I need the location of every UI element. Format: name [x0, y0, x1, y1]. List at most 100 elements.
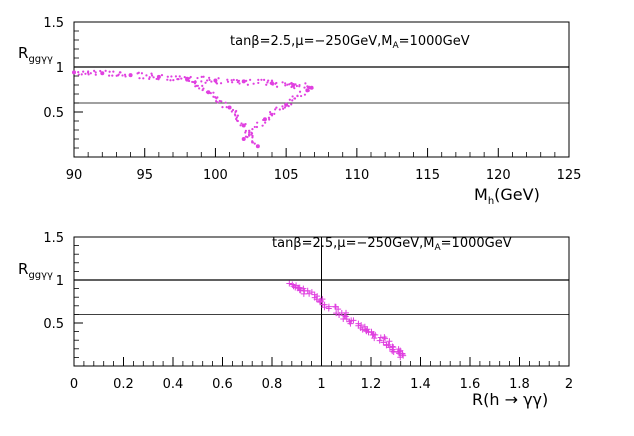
data-point [151, 74, 154, 77]
data-point [287, 105, 290, 108]
data-point [216, 101, 219, 104]
data-point [157, 78, 160, 81]
data-point [87, 70, 90, 73]
data-point [261, 124, 264, 127]
data-point [274, 82, 277, 85]
data-point [219, 82, 223, 85]
data-point [104, 69, 107, 72]
data-point [196, 84, 199, 87]
data-point [166, 78, 169, 81]
data-point [257, 78, 260, 81]
data-point [282, 107, 285, 110]
data-point [294, 83, 297, 86]
data-point [217, 77, 220, 80]
x-tick-label: 0.6 [212, 377, 233, 392]
data-point [242, 80, 245, 83]
data-point [202, 75, 205, 78]
data-point [202, 87, 205, 90]
data-point [304, 287, 311, 294]
x-tick-label: 1.2 [361, 377, 382, 392]
data-point [148, 77, 151, 81]
data-point [257, 81, 260, 85]
data-point [174, 75, 178, 78]
data-point [304, 82, 307, 85]
data-point [290, 103, 293, 106]
data-point [303, 86, 306, 89]
data-point [112, 70, 115, 73]
data-point [210, 80, 213, 83]
data-point [185, 77, 190, 82]
data-point [205, 79, 209, 82]
top-annotation: tanβ=2.5,μ=−250GeV,MA=1000GeV [230, 34, 470, 51]
data-point [204, 81, 207, 84]
data-point [335, 306, 342, 313]
data-point [300, 94, 303, 98]
data-point [77, 70, 80, 74]
data-point [212, 95, 215, 98]
data-point [270, 79, 274, 82]
data-point [230, 79, 233, 82]
data-point [267, 116, 271, 119]
data-point [275, 106, 278, 109]
x-tick-label: 125 [557, 168, 582, 183]
data-point [251, 128, 254, 131]
data-point [225, 106, 228, 109]
x-tick-label: 2 [565, 377, 573, 392]
data-point [239, 124, 242, 127]
data-point [307, 85, 311, 88]
data-point [233, 113, 237, 116]
data-point [248, 130, 251, 133]
x-tick-label: 115 [415, 168, 440, 183]
data-point [382, 335, 389, 342]
data-point [355, 320, 362, 327]
data-point [341, 312, 348, 319]
data-point [108, 70, 111, 73]
data-point [265, 83, 268, 86]
data-point [314, 293, 321, 300]
data-point [180, 77, 183, 80]
data-point [291, 99, 294, 102]
data-point [244, 122, 247, 126]
data-point [82, 70, 85, 73]
data-point [77, 73, 80, 76]
data-point [129, 74, 132, 78]
data-point [400, 352, 407, 359]
data-point [138, 77, 141, 80]
data-point [305, 88, 310, 93]
data-point [309, 85, 314, 90]
data-point [291, 83, 296, 87]
data-point [196, 76, 199, 80]
bottom-panel: 0 0.2 0.4 0.6 0.8 1 1.2 1.4 1.6 1.8 2 0.5 1 1.5 tanβ… [18, 231, 573, 409]
data-point [100, 71, 105, 76]
data-point [270, 112, 274, 115]
data-point [262, 117, 267, 122]
top-points [72, 69, 314, 149]
data-point [212, 91, 215, 94]
data-point [99, 69, 102, 73]
data-point [240, 122, 243, 125]
data-point [251, 136, 254, 139]
data-point [201, 84, 204, 88]
data-point [80, 73, 83, 76]
data-point [237, 79, 241, 82]
data-point [118, 71, 121, 74]
data-point [278, 108, 281, 111]
data-point [269, 111, 272, 114]
data-point [208, 76, 211, 79]
x-tick-label: 110 [344, 168, 369, 183]
data-point [273, 112, 276, 115]
data-point [245, 79, 248, 82]
data-point [284, 82, 287, 85]
data-point [271, 83, 274, 86]
data-point [284, 84, 287, 87]
data-point [215, 82, 219, 85]
data-point [274, 108, 277, 111]
data-point [376, 337, 383, 344]
top-plot-frame [73, 21, 570, 158]
data-point [255, 125, 259, 129]
data-point [298, 90, 302, 93]
data-point [342, 313, 349, 320]
data-point [246, 136, 249, 139]
data-point [371, 335, 378, 342]
data-point [293, 87, 296, 90]
